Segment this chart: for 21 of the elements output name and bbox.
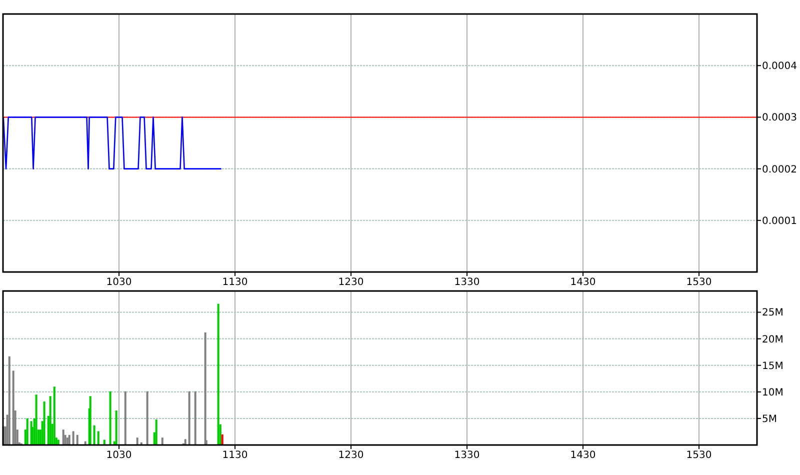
y-tick-label: 0.0004	[762, 61, 797, 72]
x-tick-label: 1430	[570, 277, 596, 288]
x-tick-label: 1430	[570, 450, 596, 461]
y-tick-label: 0.0001	[762, 216, 797, 227]
x-tick-label: 1030	[106, 450, 132, 461]
x-tick-label: 1130	[222, 277, 248, 288]
x-tick-label: 1330	[454, 277, 480, 288]
x-tick-label: 1330	[454, 450, 480, 461]
x-tick-label: 1130	[222, 450, 248, 461]
y-tick-label: 15M	[762, 360, 784, 372]
x-tick-label: 1530	[686, 277, 712, 288]
y-tick-label: 5M	[762, 414, 777, 425]
y-tick-label: 20M	[762, 334, 784, 346]
x-tick-label: 1230	[338, 450, 364, 461]
y-tick-label: 0.0003	[762, 112, 797, 124]
y-tick-label: 25M	[762, 308, 784, 319]
x-tick-label: 1530	[686, 450, 712, 461]
y-tick-label: 0.0002	[762, 164, 797, 176]
x-tick-label: 1030	[106, 277, 132, 288]
y-tick-label: 10M	[762, 387, 784, 398]
x-tick-label: 1230	[338, 277, 364, 288]
